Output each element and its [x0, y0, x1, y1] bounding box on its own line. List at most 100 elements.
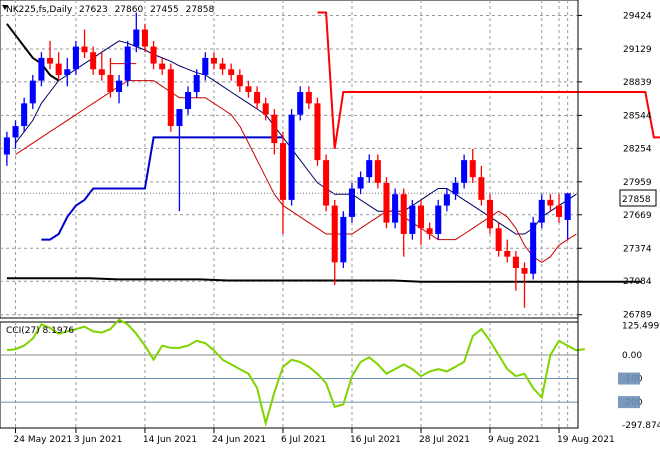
candle-body [116, 80, 123, 92]
candle-body [521, 268, 528, 274]
candle-body [417, 205, 425, 229]
candle-body [150, 46, 157, 64]
price-tick-label: 27084 [623, 277, 652, 287]
price-title-label: NK225,fs,Daily [6, 5, 73, 15]
x-tick-label: 6 Jul 2021 [281, 435, 326, 445]
candle-body [383, 182, 390, 223]
candle [504, 239, 511, 263]
candle-body [228, 69, 235, 75]
candle-body [55, 63, 62, 75]
candle [159, 57, 166, 75]
candle [47, 40, 54, 70]
last-price-tag [619, 189, 657, 207]
price-tick-label: 28544 [623, 111, 652, 121]
candle-body [461, 160, 468, 183]
candle-body [314, 103, 321, 161]
cci-tick-label: -297.874 [622, 421, 660, 431]
candle [297, 86, 304, 121]
x-tick-label: 19 Aug 2021 [557, 435, 615, 445]
price-indicator-line [6, 23, 60, 82]
candle [564, 193, 571, 240]
price-indicator-line [317, 11, 660, 149]
candle [357, 171, 364, 195]
candle [323, 154, 330, 212]
candle-body [512, 256, 519, 269]
candle [383, 177, 390, 229]
candle-body [357, 177, 364, 189]
price-tick-label: 27374 [623, 244, 652, 254]
cci-level-tag [618, 372, 640, 385]
candle-body [72, 46, 79, 70]
candle-body [504, 250, 511, 257]
cci-level-tag [618, 396, 640, 409]
candle [254, 86, 261, 110]
price-title-group: NK225,fs,Daily 27623 27860 27455 27858 [2, 5, 214, 15]
price-tick-label: 29424 [623, 11, 652, 21]
cci-title: CCI(27) 8.1976 [6, 326, 74, 336]
candle-body [64, 69, 71, 75]
candle-body [331, 205, 338, 263]
candle-body [530, 222, 537, 274]
candle-body [21, 103, 28, 127]
candle [176, 109, 183, 212]
candle-body [538, 199, 545, 223]
candle-body [159, 63, 166, 70]
candle-body [262, 103, 269, 115]
candle-body [202, 57, 209, 75]
x-tick-label: 3 Jun 2021 [74, 435, 122, 445]
candle [29, 74, 36, 110]
candle [245, 80, 252, 98]
candle [538, 194, 545, 229]
candle-body [90, 52, 97, 70]
cci-grid [0, 322, 578, 428]
candle-body [392, 194, 399, 223]
candle [81, 29, 88, 58]
candle [107, 57, 114, 98]
candle [400, 188, 407, 257]
candle-body [495, 228, 502, 251]
candle-body [236, 74, 243, 87]
candle [193, 69, 200, 98]
candle-body [141, 29, 148, 47]
candle-body [340, 216, 347, 263]
candle-body [374, 160, 381, 183]
ohlc-high: 27860 [115, 5, 144, 15]
candle [486, 194, 494, 234]
candle [461, 154, 468, 189]
candle-body [305, 91, 312, 104]
price-panel: 29424 29129 28839 28544 28254 27959 27669 27374… [0, 0, 660, 321]
candle-body [478, 177, 485, 200]
candle-body [219, 63, 226, 70]
candle [340, 211, 347, 269]
candle [279, 131, 286, 234]
candle-body [133, 29, 140, 47]
price-indicator-line [15, 80, 577, 263]
candle [98, 52, 105, 81]
candle [469, 148, 476, 183]
candle [495, 222, 502, 257]
price-tick-label: 28254 [623, 144, 652, 154]
candle [236, 69, 243, 92]
collapse-triangle-icon[interactable] [2, 5, 8, 10]
candle-body [271, 114, 278, 144]
candle [409, 199, 416, 240]
candle-body [426, 228, 433, 234]
candle [167, 63, 174, 132]
candle-body [124, 46, 131, 81]
candle [219, 57, 226, 75]
candle-body [81, 46, 88, 53]
candle [124, 40, 131, 87]
candle-body [3, 137, 10, 155]
candle-body [323, 160, 330, 206]
candle [348, 182, 355, 223]
candle-body [452, 182, 459, 195]
cci-panel: 125.49970.00-100-200-297.874 CCI(27) 8.1… [0, 318, 660, 431]
candle [38, 52, 45, 87]
candle [374, 154, 381, 189]
candle-body [29, 80, 36, 104]
candle [305, 86, 312, 110]
cci-axis: 125.49970.00-100-200-297.874 [618, 321, 660, 431]
cci-indicator-lines [6, 318, 586, 428]
candle [443, 188, 450, 212]
candle-body [38, 57, 45, 81]
